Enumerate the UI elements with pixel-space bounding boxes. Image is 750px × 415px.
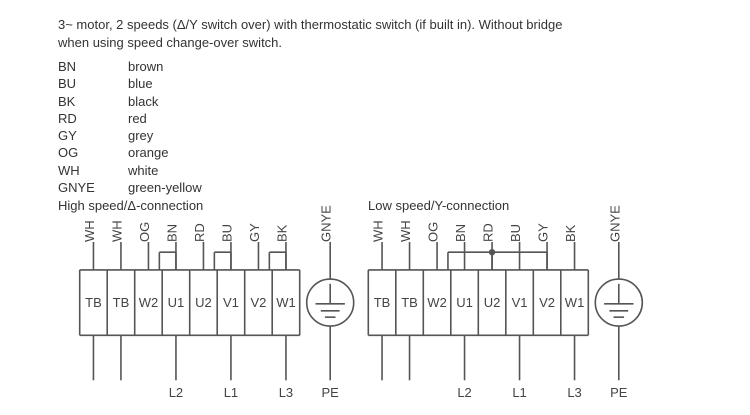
svg-text:L2: L2 [457,385,471,400]
svg-text:U1: U1 [456,295,473,310]
svg-text:RD: RD [481,223,496,242]
svg-text:WH: WH [371,220,386,242]
svg-text:V1: V1 [223,295,239,310]
svg-text:TB: TB [374,295,391,310]
svg-text:WH: WH [398,220,413,242]
svg-text:U1: U1 [168,295,185,310]
svg-text:V1: V1 [512,295,528,310]
svg-text:OG: OG [426,222,441,242]
svg-text:BU: BU [219,224,234,242]
svg-text:BN: BN [164,224,179,242]
svg-text:V2: V2 [250,295,266,310]
svg-text:GY: GY [247,223,262,242]
svg-text:PE: PE [610,385,628,400]
svg-text:W1: W1 [565,295,585,310]
svg-text:GY: GY [536,223,551,242]
svg-text:L2: L2 [169,385,183,400]
svg-text:L1: L1 [224,385,238,400]
svg-text:WH: WH [82,220,97,242]
svg-text:TB: TB [401,295,418,310]
svg-text:TB: TB [85,295,102,310]
svg-text:GNYE: GNYE [319,205,334,242]
svg-text:OG: OG [137,222,152,242]
svg-text:TB: TB [113,295,130,310]
svg-text:U2: U2 [484,295,501,310]
svg-text:BN: BN [453,224,468,242]
svg-text:L1: L1 [512,385,526,400]
svg-text:W2: W2 [427,295,447,310]
svg-text:RD: RD [192,223,207,242]
svg-text:U2: U2 [195,295,212,310]
svg-text:GNYE: GNYE [607,205,622,242]
svg-text:BU: BU [508,224,523,242]
svg-text:L3: L3 [567,385,581,400]
svg-text:BK: BK [563,224,578,242]
svg-text:WH: WH [109,220,124,242]
svg-text:V2: V2 [539,295,555,310]
svg-text:W2: W2 [139,295,159,310]
svg-text:BK: BK [274,224,289,242]
svg-text:W1: W1 [276,295,296,310]
svg-text:L3: L3 [279,385,293,400]
svg-text:PE: PE [322,385,340,400]
